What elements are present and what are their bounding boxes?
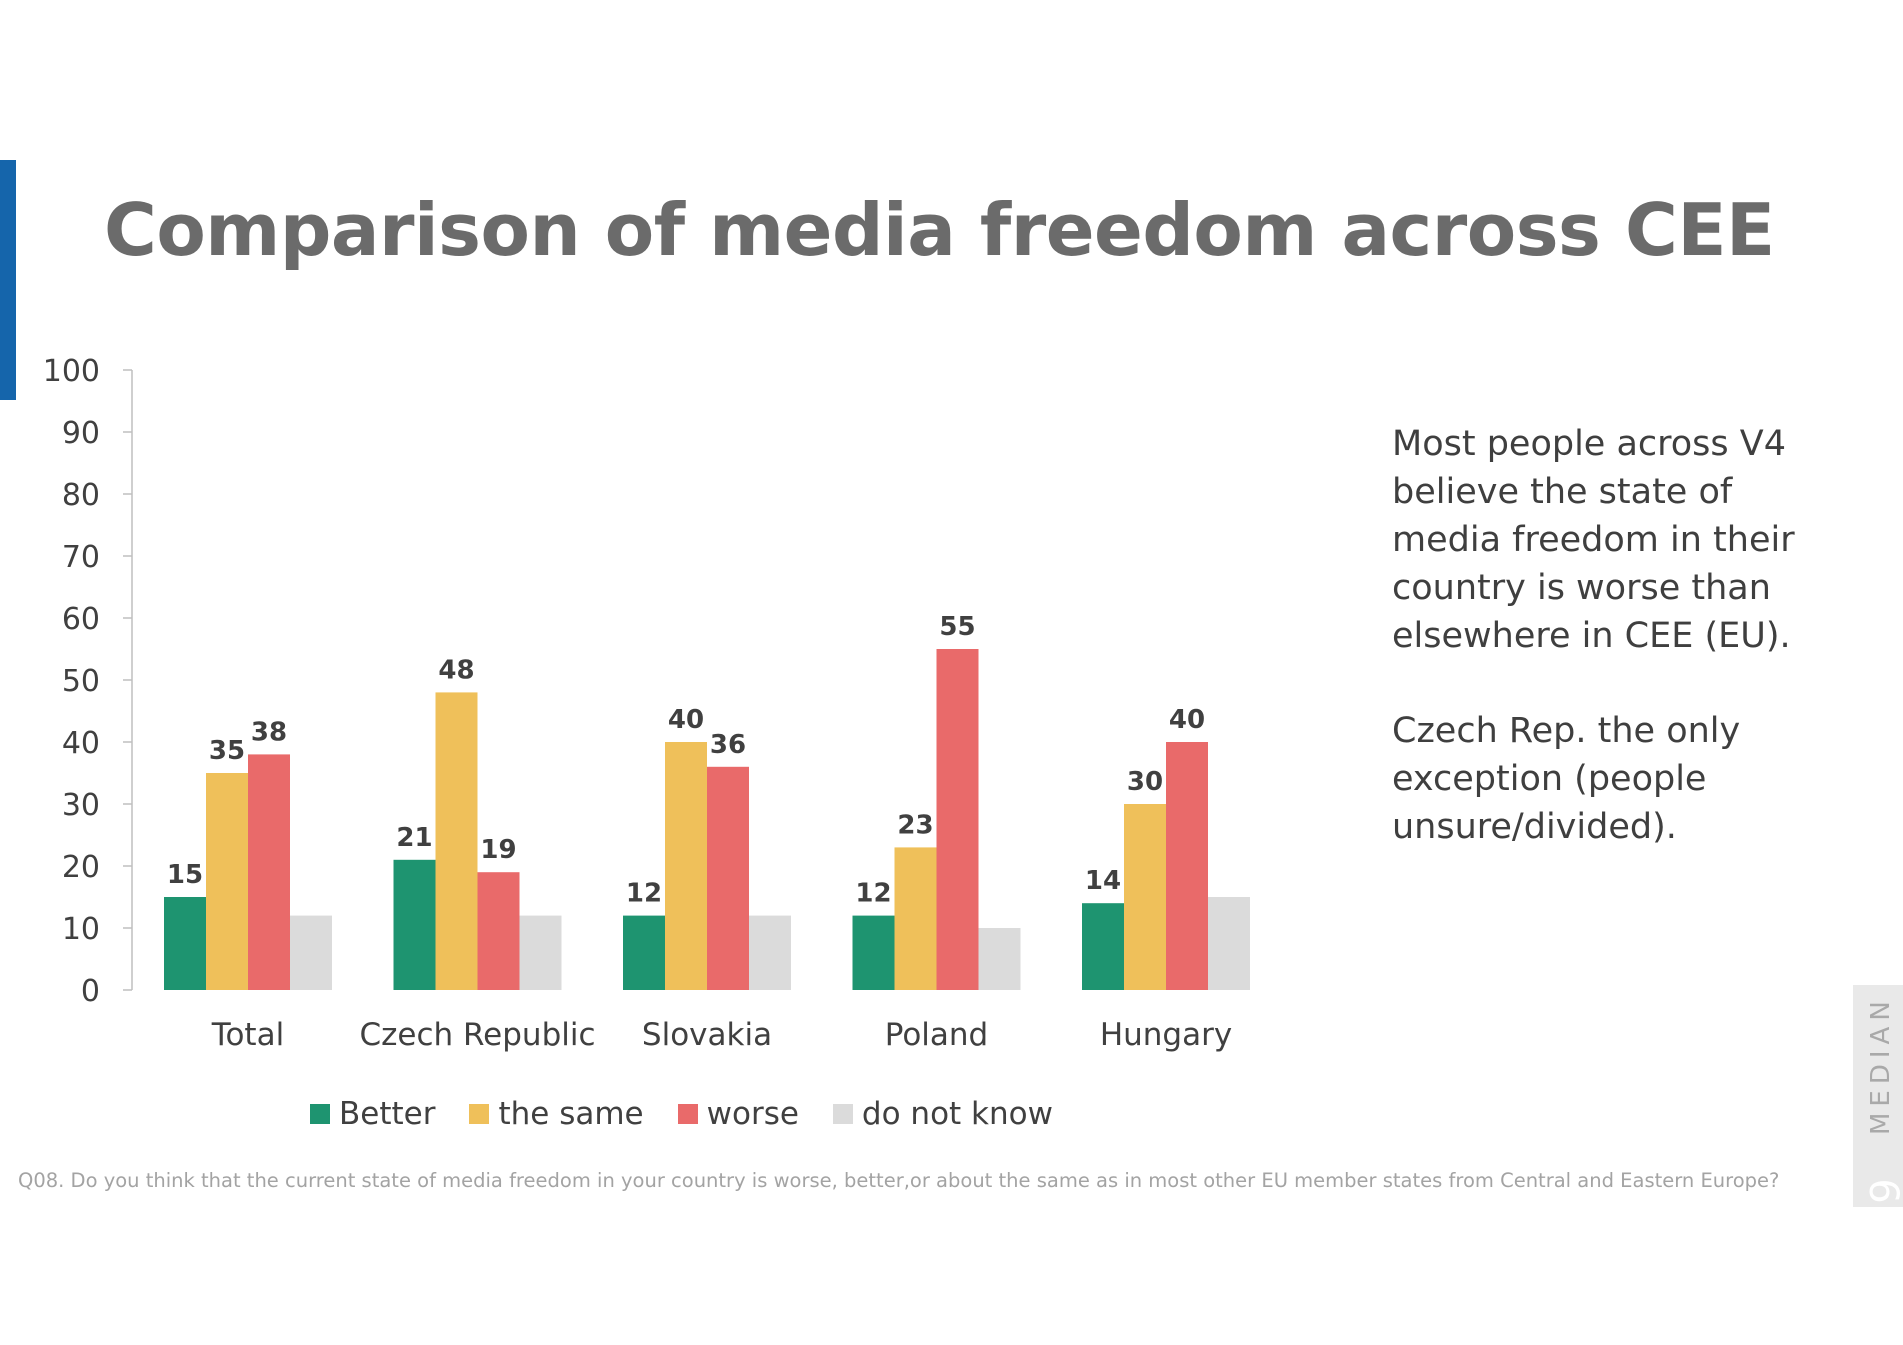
bar xyxy=(894,847,937,990)
x-tick-label: Slovakia xyxy=(642,1017,772,1053)
bar xyxy=(665,742,707,990)
data-label: 38 xyxy=(251,717,287,747)
legend-label: do not know xyxy=(861,1096,1053,1132)
brand-logo-text: MEDIAN xyxy=(1866,995,1896,1135)
bar xyxy=(1124,804,1166,990)
data-label: 30 xyxy=(1127,767,1163,797)
bar xyxy=(852,915,895,990)
bar xyxy=(1208,897,1250,990)
data-label: 48 xyxy=(438,655,474,685)
data-label: 19 xyxy=(480,835,516,865)
legend-label: Better xyxy=(339,1096,436,1132)
legend-swatch xyxy=(677,1104,698,1124)
y-tick-label: 40 xyxy=(62,726,100,761)
x-tick-label: Poland xyxy=(885,1017,989,1053)
data-label: 12 xyxy=(855,879,891,909)
bar xyxy=(435,692,478,990)
bar xyxy=(936,649,979,990)
bar xyxy=(290,915,332,990)
bar xyxy=(978,928,1021,990)
data-label: 40 xyxy=(1169,705,1205,735)
bar xyxy=(749,915,791,990)
data-label: 14 xyxy=(1085,866,1121,896)
data-label: 15 xyxy=(167,860,203,890)
bar xyxy=(707,766,749,990)
brand-strip xyxy=(1853,985,1903,1207)
y-tick-label: 60 xyxy=(62,602,100,637)
bar xyxy=(206,773,248,990)
data-label: 21 xyxy=(396,823,432,853)
legend-item: Better xyxy=(310,1096,435,1132)
legend-item: the same xyxy=(469,1096,644,1132)
bar xyxy=(164,897,206,990)
legend-swatch xyxy=(310,1104,330,1124)
data-label: 55 xyxy=(939,612,975,642)
y-tick-label: 50 xyxy=(62,664,100,699)
bar xyxy=(248,754,290,990)
page-number: 9 xyxy=(1864,1178,1903,1203)
bar xyxy=(623,915,665,990)
summary-note: Most people across V4 believe the state … xyxy=(1392,420,1812,898)
accent-bar xyxy=(0,160,16,400)
y-tick-label: 30 xyxy=(62,788,100,823)
y-tick-label: 70 xyxy=(62,540,100,575)
summary-paragraph-2: Czech Rep. the only exception (people un… xyxy=(1392,711,1741,847)
data-label: 35 xyxy=(209,736,245,766)
y-tick-label: 100 xyxy=(43,354,100,389)
bar xyxy=(477,872,520,990)
y-tick-label: 10 xyxy=(62,912,100,947)
legend-label: the same xyxy=(498,1096,644,1132)
data-label: 12 xyxy=(626,879,662,909)
legend-swatch xyxy=(832,1104,853,1124)
y-tick-label: 80 xyxy=(62,478,100,513)
bar xyxy=(519,915,562,990)
summary-paragraph-1: Most people across V4 believe the state … xyxy=(1392,424,1795,656)
x-tick-label: Total xyxy=(211,1017,284,1053)
page-title: Comparison of media freedom across CEE xyxy=(104,188,1775,272)
question-footnote: Q08. Do you think that the current state… xyxy=(18,1169,1780,1192)
legend-item: worse xyxy=(677,1096,799,1132)
bar xyxy=(1082,903,1124,990)
data-label: 23 xyxy=(897,810,933,840)
bar xyxy=(393,859,436,990)
legend-item: do not know xyxy=(832,1096,1053,1132)
chart-legend: Better the same worse do not know xyxy=(310,1096,1053,1132)
data-label: 36 xyxy=(710,730,746,760)
y-tick-label: 20 xyxy=(62,850,100,885)
legend-swatch xyxy=(469,1104,490,1124)
x-tick-label: Czech Republic xyxy=(359,1017,595,1053)
legend-label: worse xyxy=(706,1096,799,1132)
data-label: 40 xyxy=(668,705,704,735)
y-tick-label: 90 xyxy=(62,416,100,451)
y-tick-label: 0 xyxy=(81,974,100,1009)
x-tick-label: Hungary xyxy=(1100,1017,1232,1053)
bar xyxy=(1166,742,1208,990)
